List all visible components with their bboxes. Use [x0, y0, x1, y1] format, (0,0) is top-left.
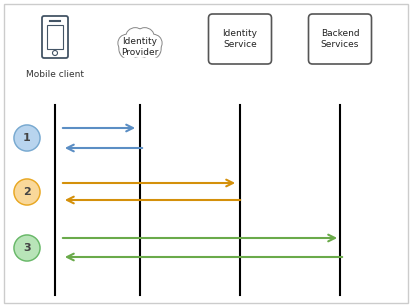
Circle shape: [140, 38, 161, 59]
Text: Backend
Services: Backend Services: [321, 29, 359, 49]
Circle shape: [127, 29, 144, 46]
Text: Mobile client: Mobile client: [26, 70, 84, 79]
Circle shape: [146, 36, 161, 51]
Text: 1: 1: [23, 133, 31, 143]
Circle shape: [126, 32, 153, 58]
Circle shape: [128, 33, 152, 57]
FancyBboxPatch shape: [309, 14, 372, 64]
Circle shape: [119, 38, 140, 59]
Circle shape: [119, 36, 134, 51]
Circle shape: [145, 34, 162, 52]
Circle shape: [118, 34, 135, 52]
Circle shape: [14, 179, 40, 205]
Text: Identity
Service: Identity Service: [222, 29, 258, 49]
Text: 3: 3: [23, 243, 31, 253]
Circle shape: [120, 39, 139, 58]
Circle shape: [135, 28, 154, 47]
Circle shape: [141, 39, 160, 58]
Circle shape: [14, 235, 40, 261]
FancyBboxPatch shape: [208, 14, 272, 64]
Circle shape: [14, 125, 40, 151]
Text: Identity
Provider: Identity Provider: [121, 37, 159, 57]
FancyBboxPatch shape: [47, 25, 63, 49]
FancyBboxPatch shape: [42, 16, 68, 58]
Text: 2: 2: [23, 187, 31, 197]
Circle shape: [136, 29, 153, 46]
Circle shape: [126, 28, 145, 47]
